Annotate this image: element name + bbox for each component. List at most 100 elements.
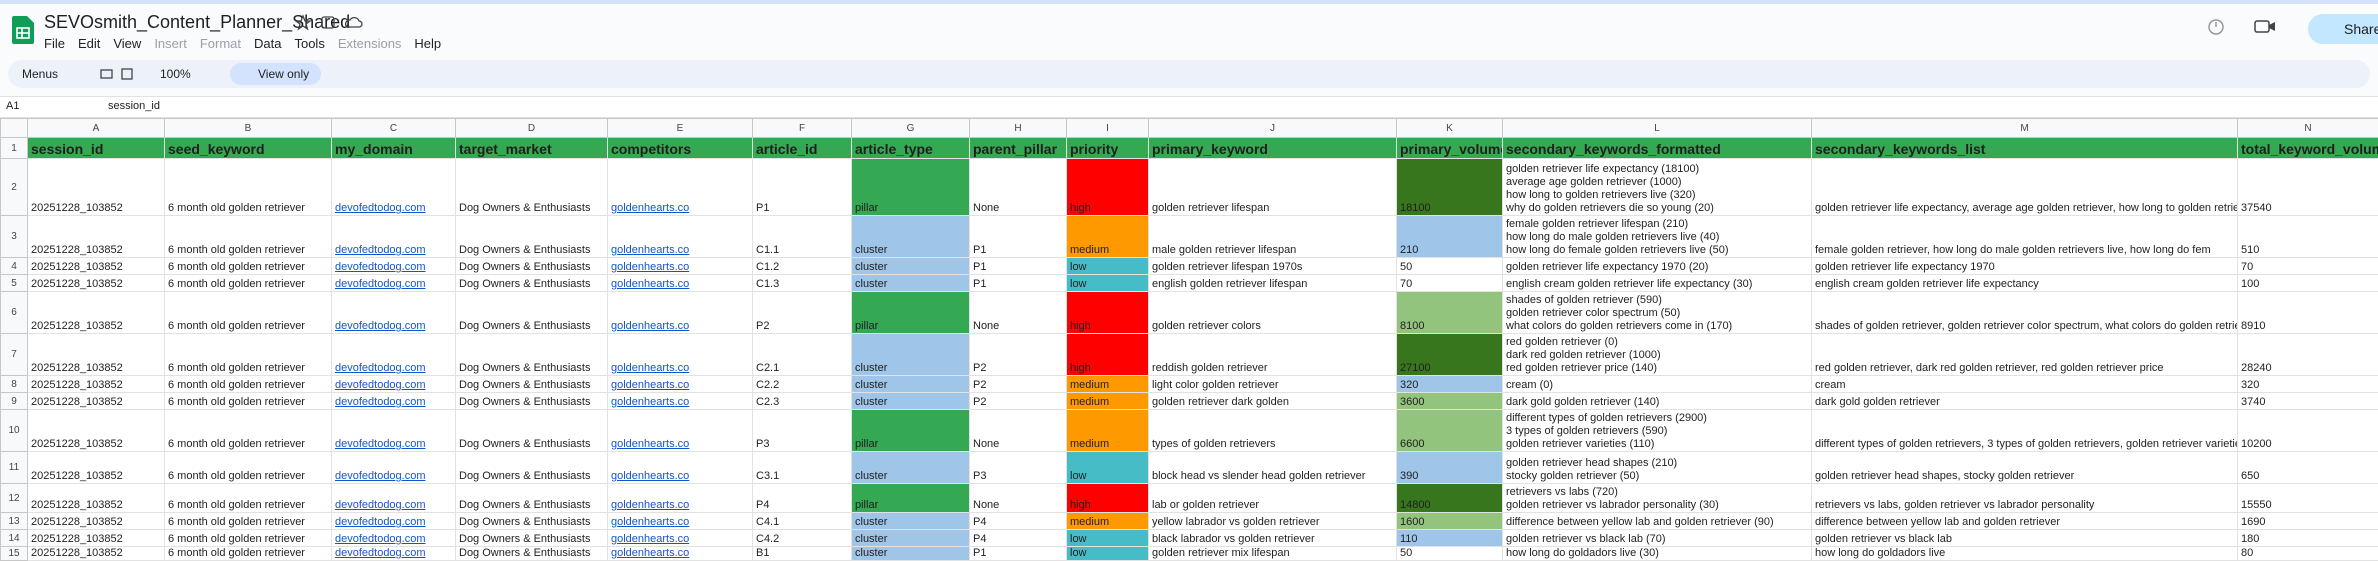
print-icons[interactable] bbox=[100, 67, 150, 81]
cell[interactable]: goldenhearts.co bbox=[608, 513, 753, 530]
cell: cluster bbox=[852, 258, 970, 275]
cell: C1.2 bbox=[753, 258, 852, 275]
cell[interactable]: goldenhearts.co bbox=[608, 484, 753, 513]
cell[interactable]: devofedtodog.com bbox=[332, 513, 456, 530]
cell[interactable]: devofedtodog.com bbox=[332, 484, 456, 513]
cell: C1.3 bbox=[753, 275, 852, 292]
cell: golden retriever life expectancy, averag… bbox=[1812, 159, 2238, 216]
cell: Dog Owners & Enthusiasts bbox=[456, 410, 608, 452]
cell: 70 bbox=[1397, 275, 1503, 292]
cell: P4 bbox=[970, 530, 1067, 547]
cell[interactable]: devofedtodog.com bbox=[332, 258, 456, 275]
cell[interactable]: goldenhearts.co bbox=[608, 530, 753, 547]
cell: 18100 bbox=[1397, 159, 1503, 216]
column-letter: K bbox=[1397, 119, 1503, 138]
cell[interactable]: goldenhearts.co bbox=[608, 275, 753, 292]
column-letter: J bbox=[1149, 119, 1397, 138]
cell: 50 bbox=[1397, 547, 1503, 561]
cell: B1 bbox=[753, 547, 852, 561]
cell[interactable]: goldenhearts.co bbox=[608, 410, 753, 452]
cell: 210 bbox=[1397, 216, 1503, 258]
row-number: 10 bbox=[1, 410, 28, 452]
cell: 510 bbox=[2238, 216, 2378, 258]
top-line bbox=[0, 0, 2378, 4]
zoom[interactable]: 100% bbox=[160, 67, 191, 81]
cell: 27100 bbox=[1397, 334, 1503, 376]
cell[interactable]: goldenhearts.co bbox=[608, 292, 753, 334]
cell: 110 bbox=[1397, 530, 1503, 547]
cell: 14800 bbox=[1397, 484, 1503, 513]
view-only-badge[interactable]: View only bbox=[230, 63, 321, 85]
cell: pillar bbox=[852, 159, 970, 216]
cell[interactable]: devofedtodog.com bbox=[332, 334, 456, 376]
cell[interactable]: devofedtodog.com bbox=[332, 530, 456, 547]
cell[interactable]: devofedtodog.com bbox=[332, 275, 456, 292]
menu-item[interactable]: View bbox=[113, 36, 141, 51]
cell[interactable]: devofedtodog.com bbox=[332, 410, 456, 452]
header-cell: primary_volume bbox=[1397, 138, 1503, 159]
search-menus[interactable]: Menus bbox=[22, 67, 58, 81]
menu-item[interactable]: Edit bbox=[78, 36, 100, 51]
row-number: 14 bbox=[1, 530, 28, 547]
sheets-logo[interactable] bbox=[12, 16, 34, 44]
column-letter: F bbox=[753, 119, 852, 138]
cell: types of golden retrievers bbox=[1149, 410, 1397, 452]
title-icons[interactable] bbox=[295, 14, 365, 32]
cell: 20251228_103852 bbox=[28, 484, 165, 513]
cell: cluster bbox=[852, 216, 970, 258]
cell[interactable]: devofedtodog.com bbox=[332, 376, 456, 393]
cell: high bbox=[1067, 334, 1149, 376]
cell: 180 bbox=[2238, 530, 2378, 547]
cell: medium bbox=[1067, 513, 1149, 530]
cell[interactable]: devofedtodog.com bbox=[332, 292, 456, 334]
header-cell: competitors bbox=[608, 138, 753, 159]
cell[interactable]: goldenhearts.co bbox=[608, 547, 753, 561]
column-letter: G bbox=[852, 119, 970, 138]
cell[interactable]: devofedtodog.com bbox=[332, 547, 456, 561]
cell: 20251228_103852 bbox=[28, 275, 165, 292]
cell: Dog Owners & Enthusiasts bbox=[456, 292, 608, 334]
formula-content[interactable]: session_id bbox=[108, 100, 160, 112]
cell[interactable]: goldenhearts.co bbox=[608, 452, 753, 484]
cell[interactable]: devofedtodog.com bbox=[332, 216, 456, 258]
cell: 390 bbox=[1397, 452, 1503, 484]
cell[interactable]: devofedtodog.com bbox=[332, 159, 456, 216]
column-letter: C bbox=[332, 119, 456, 138]
menu-item[interactable]: File bbox=[44, 36, 65, 51]
name-box[interactable]: A1 bbox=[6, 100, 19, 112]
cell: 15550 bbox=[2238, 484, 2378, 513]
cell[interactable]: goldenhearts.co bbox=[608, 393, 753, 410]
menu-item[interactable]: Help bbox=[414, 36, 441, 51]
cell: golden retriever life expectancy 1970 (2… bbox=[1503, 258, 1812, 275]
cell[interactable]: devofedtodog.com bbox=[332, 393, 456, 410]
share-button[interactable]: Share bbox=[2308, 14, 2378, 44]
cell: 3740 bbox=[2238, 393, 2378, 410]
cell[interactable]: goldenhearts.co bbox=[608, 376, 753, 393]
cell[interactable]: goldenhearts.co bbox=[608, 159, 753, 216]
formula-bar: A1 session_id bbox=[0, 96, 2378, 118]
cell: dark gold golden retriever (140) bbox=[1503, 393, 1812, 410]
menu-item[interactable]: Tools bbox=[294, 36, 324, 51]
cell[interactable]: goldenhearts.co bbox=[608, 258, 753, 275]
cell: P2 bbox=[970, 393, 1067, 410]
row-number: 5 bbox=[1, 275, 28, 292]
cell[interactable]: goldenhearts.co bbox=[608, 334, 753, 376]
row-number: 7 bbox=[1, 334, 28, 376]
cell: Dog Owners & Enthusiasts bbox=[456, 547, 608, 561]
header-cell: my_domain bbox=[332, 138, 456, 159]
cell: dark gold golden retriever bbox=[1812, 393, 2238, 410]
cell[interactable]: devofedtodog.com bbox=[332, 452, 456, 484]
header-cell: total_keyword_volume bbox=[2238, 138, 2378, 159]
cell[interactable]: goldenhearts.co bbox=[608, 216, 753, 258]
header-icons[interactable] bbox=[2205, 16, 2295, 38]
cell: 6 month old golden retriever bbox=[165, 376, 332, 393]
cell: shades of golden retriever, golden retri… bbox=[1812, 292, 2238, 334]
column-letter: A bbox=[28, 119, 165, 138]
menu-item[interactable]: Data bbox=[254, 36, 281, 51]
